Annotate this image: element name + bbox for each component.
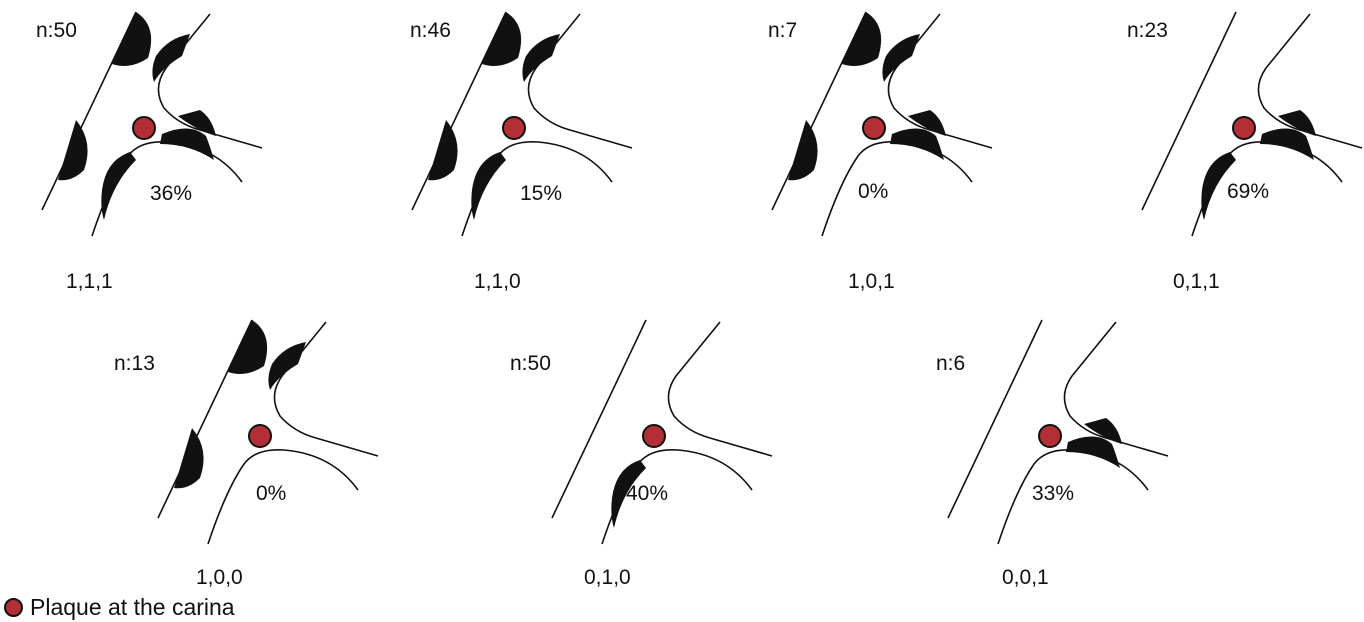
plaque-group [428,12,560,220]
code-label: 0,0,1 [1002,566,1049,589]
side-branch-upper-wall [527,13,633,149]
plaque-group [174,320,306,489]
side-wall-plaque-upper [842,12,882,66]
code-label: 1,0,1 [848,270,895,293]
branch-wall-plaque [522,34,560,82]
carina-plaque-marker [862,116,886,140]
panel-6: n:50 40% 0,1,0 [510,305,836,605]
percent-label: 15% [520,182,563,205]
percent-label: 33% [1032,482,1075,505]
side-branch-upper-wall [667,321,773,457]
bifurcation-drawing [771,11,993,237]
percent-label: 69% [1227,180,1270,203]
outer-branch-plaque-lower [890,128,944,160]
side-wall-plaque-upper [228,320,268,374]
outer-branch-plaque-lower [1066,436,1120,468]
vessel-walls [157,319,379,545]
side-branch-upper-wall [273,321,379,457]
flow-divider-plaque [101,152,136,220]
main-vessel-outer-wall [157,319,253,519]
sample-count-label: n:23 [1127,19,1168,42]
side-branch-upper-wall [1257,13,1363,149]
sample-count-label: n:46 [410,19,451,42]
plaque-group [58,12,216,220]
code-label: 0,1,1 [1173,270,1220,293]
percent-label: 0% [858,180,889,203]
panel-3: n:7 0% 1,0,1 [730,0,1030,300]
carina-plaque-marker [248,424,272,448]
main-vessel-outer-wall [771,11,867,211]
percent-label: 36% [150,182,193,205]
outer-branch-plaque-upper [178,110,216,136]
plaque-group [1201,110,1316,220]
branch-wall-plaque [882,34,920,82]
side-branch-upper-wall [1063,321,1169,457]
percent-label: 40% [626,482,669,505]
bifurcation-drawing [947,319,1169,545]
carina-plaque-marker [1232,116,1256,140]
plaque-dot-icon [4,597,23,617]
legend-label: Plaque at the carina [30,593,235,620]
main-vessel-outer-wall [947,319,1043,519]
plaque-group [788,12,946,181]
sample-count-label: n:50 [510,352,551,375]
side-wall-plaque-lower [174,428,204,489]
panel-5: n:13 0% 1,0,0 [114,305,446,605]
outer-branch-plaque-upper [1084,418,1122,444]
bifurcation-drawing [411,11,633,237]
main-vessel-outer-wall [1141,11,1237,211]
side-branch-upper-wall [157,13,263,149]
side-wall-plaque-upper [112,12,152,66]
carina-plaque-marker [132,116,156,140]
vessel-walls [771,11,993,237]
code-label: 1,1,1 [66,270,113,293]
bifurcation-drawing [41,11,263,237]
sample-count-label: n:13 [114,352,155,375]
side-wall-plaque-lower [788,120,818,181]
main-vessel-outer-wall [411,11,507,211]
outer-branch-plaque-upper [1278,110,1316,136]
panel-7: n:6 33% 0,0,1 [930,305,1230,605]
plaque-group [1038,418,1122,468]
sample-count-label: n:50 [36,19,77,42]
carina-plaque-marker [502,116,526,140]
main-vessel-outer-wall [41,11,137,211]
branch-wall-plaque [268,342,306,390]
flow-divider-plaque [611,460,646,528]
side-wall-plaque-lower [428,120,458,181]
branch-wall-plaque [152,34,190,82]
sample-count-label: n:6 [936,352,966,375]
panel-2: n:46 15% 1,1,0 [370,0,670,300]
bifurcation-drawing [1141,11,1363,237]
percent-label: 0% [256,482,287,505]
side-wall-plaque-upper [482,12,522,66]
flow-divider-plaque [471,152,506,220]
outer-branch-plaque-lower [1260,128,1314,160]
carina-plaque-marker [1038,424,1062,448]
main-vessel-outer-wall [551,319,647,519]
flow-divider-plaque [1201,152,1236,220]
side-wall-plaque-lower [58,120,88,181]
panel-4: n:23 69% 0,1,1 [1095,0,1364,300]
vessel-walls [947,319,1169,545]
outer-branch-plaque-upper [908,110,946,136]
code-label: 0,1,0 [584,566,631,589]
code-label: 1,0,0 [196,566,243,589]
side-branch-upper-wall [887,13,993,149]
code-label: 1,1,0 [474,270,521,293]
main-branch-inner-wall [821,140,973,237]
bifurcation-drawing [157,319,379,545]
carina-plaque-marker [642,424,666,448]
legend: Plaque at the carina [4,594,235,620]
outer-branch-plaque-lower [160,128,214,160]
main-branch-inner-wall [997,448,1149,545]
bifurcation-drawing [551,319,773,545]
main-branch-inner-wall [207,448,359,545]
plaque-group [611,424,666,528]
panel-1: n:50 36% 1,1,1 [0,0,300,300]
sample-count-label: n:7 [768,19,798,42]
